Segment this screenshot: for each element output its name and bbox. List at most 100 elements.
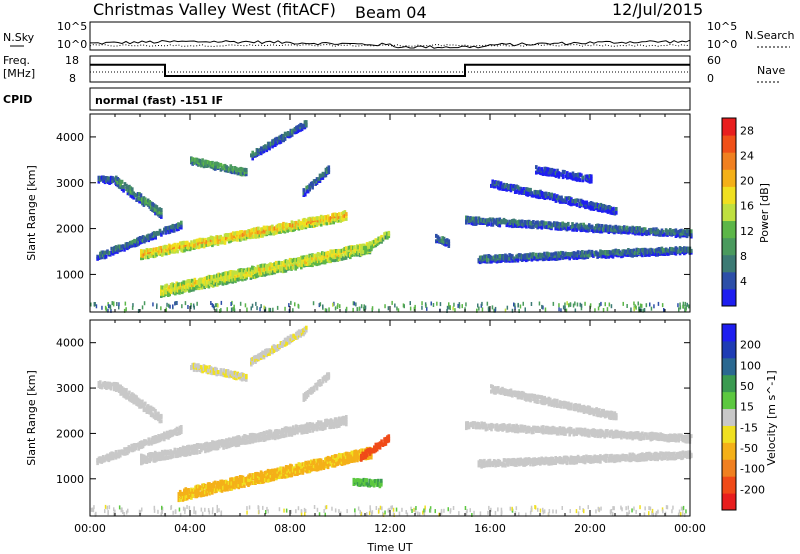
echo-cell — [300, 255, 303, 260]
echo-cell — [215, 165, 218, 170]
echo-cell — [303, 217, 306, 222]
ground-scatter-cell — [391, 300, 393, 305]
echo-cell — [358, 478, 361, 483]
echo-cell — [274, 139, 277, 144]
echo-cell — [340, 216, 344, 220]
echo-cell — [223, 443, 227, 448]
echo-cell — [271, 224, 274, 229]
echo-cell — [153, 458, 157, 463]
echo-cell — [271, 141, 274, 146]
echo-cell — [295, 125, 298, 130]
echo-cell — [568, 196, 572, 201]
echo-cell — [282, 339, 285, 344]
echo-cell — [523, 253, 527, 258]
echo-cell — [215, 367, 218, 372]
echo-cell — [142, 454, 146, 459]
echo-cell — [539, 171, 542, 175]
ground-scatter-cell — [493, 308, 495, 313]
echo-cell — [206, 442, 210, 447]
echo-cell — [304, 460, 307, 465]
echo-cell — [264, 232, 267, 237]
echo-cell — [290, 473, 294, 478]
echo-cell — [134, 239, 138, 244]
echo-cell — [200, 283, 204, 288]
echo-cell — [117, 178, 121, 183]
echo-cell — [317, 420, 320, 425]
echo-cell — [476, 219, 479, 224]
echo-cell — [377, 236, 380, 241]
echo-cell — [316, 257, 320, 262]
echo-cell — [237, 271, 240, 276]
echo-cell — [362, 477, 366, 482]
echo-cell — [123, 390, 127, 395]
echo-cell — [256, 264, 260, 269]
ground-scatter-cell — [356, 307, 358, 312]
echo-cell — [543, 254, 546, 259]
echo-cell — [508, 183, 511, 188]
echo-cell — [564, 255, 567, 260]
echo-cell — [214, 274, 218, 279]
echo-cell — [194, 492, 197, 497]
echo-cell — [299, 424, 302, 429]
echo-cell — [151, 406, 154, 411]
echo-cell — [326, 214, 330, 219]
echo-cell — [171, 228, 175, 233]
ground-scatter-cell — [436, 301, 438, 306]
echo-cell — [466, 215, 469, 220]
echo-cell — [441, 239, 444, 244]
echo-cell — [284, 263, 288, 268]
echo-cell — [181, 285, 184, 290]
echo-cell — [126, 451, 129, 456]
echo-cell — [216, 273, 219, 278]
echo-cell — [109, 251, 112, 255]
echo-cell — [311, 263, 314, 268]
echo-cell — [211, 490, 214, 495]
ground-scatter-cell — [353, 301, 355, 306]
echo-cell — [215, 486, 218, 490]
echo-cell — [311, 221, 315, 226]
echo-cell — [255, 226, 259, 231]
ground-scatter-cell — [384, 304, 386, 309]
echo-cell — [636, 248, 640, 252]
echo-cell — [488, 259, 492, 264]
echo-cell — [318, 261, 321, 266]
echo-cell — [237, 170, 241, 175]
echo-cell — [157, 415, 160, 419]
echo-cell — [553, 256, 556, 261]
echo-cell — [190, 245, 193, 250]
echo-cell — [596, 207, 600, 212]
echo-cell — [237, 231, 241, 236]
echo-cell — [648, 248, 651, 253]
ground-scatter-cell — [569, 302, 572, 307]
echo-cell — [332, 217, 335, 221]
echo-cell — [174, 284, 177, 288]
echo-cell — [567, 201, 570, 205]
echo-cell — [290, 266, 293, 271]
echo-cell — [343, 456, 347, 461]
ground-scatter-cell — [645, 303, 648, 308]
echo-cell — [553, 195, 556, 200]
echo-cell — [193, 277, 197, 282]
echo-cell — [277, 472, 281, 477]
echo-cell — [566, 173, 569, 178]
echo-cell — [339, 218, 342, 223]
echo-cell — [240, 372, 244, 377]
echo-cell — [228, 167, 231, 172]
echo-cell — [308, 183, 311, 188]
echo-cell — [513, 219, 517, 224]
echo-cell — [189, 280, 192, 285]
echo-cell — [339, 254, 342, 259]
echo-cell — [190, 159, 193, 164]
echo-cell — [154, 435, 157, 439]
echo-cell — [266, 229, 270, 234]
echo-cell — [197, 488, 200, 492]
echo-cell — [555, 253, 559, 258]
colorbar-tick-label: 16 — [740, 200, 754, 213]
echo-cell — [550, 222, 553, 227]
echo-cell — [332, 249, 335, 254]
echo-cell — [106, 453, 109, 458]
echo-cell — [246, 267, 250, 272]
echo-cell — [282, 221, 285, 226]
echo-cell — [196, 279, 199, 284]
echo-cell — [230, 272, 233, 277]
